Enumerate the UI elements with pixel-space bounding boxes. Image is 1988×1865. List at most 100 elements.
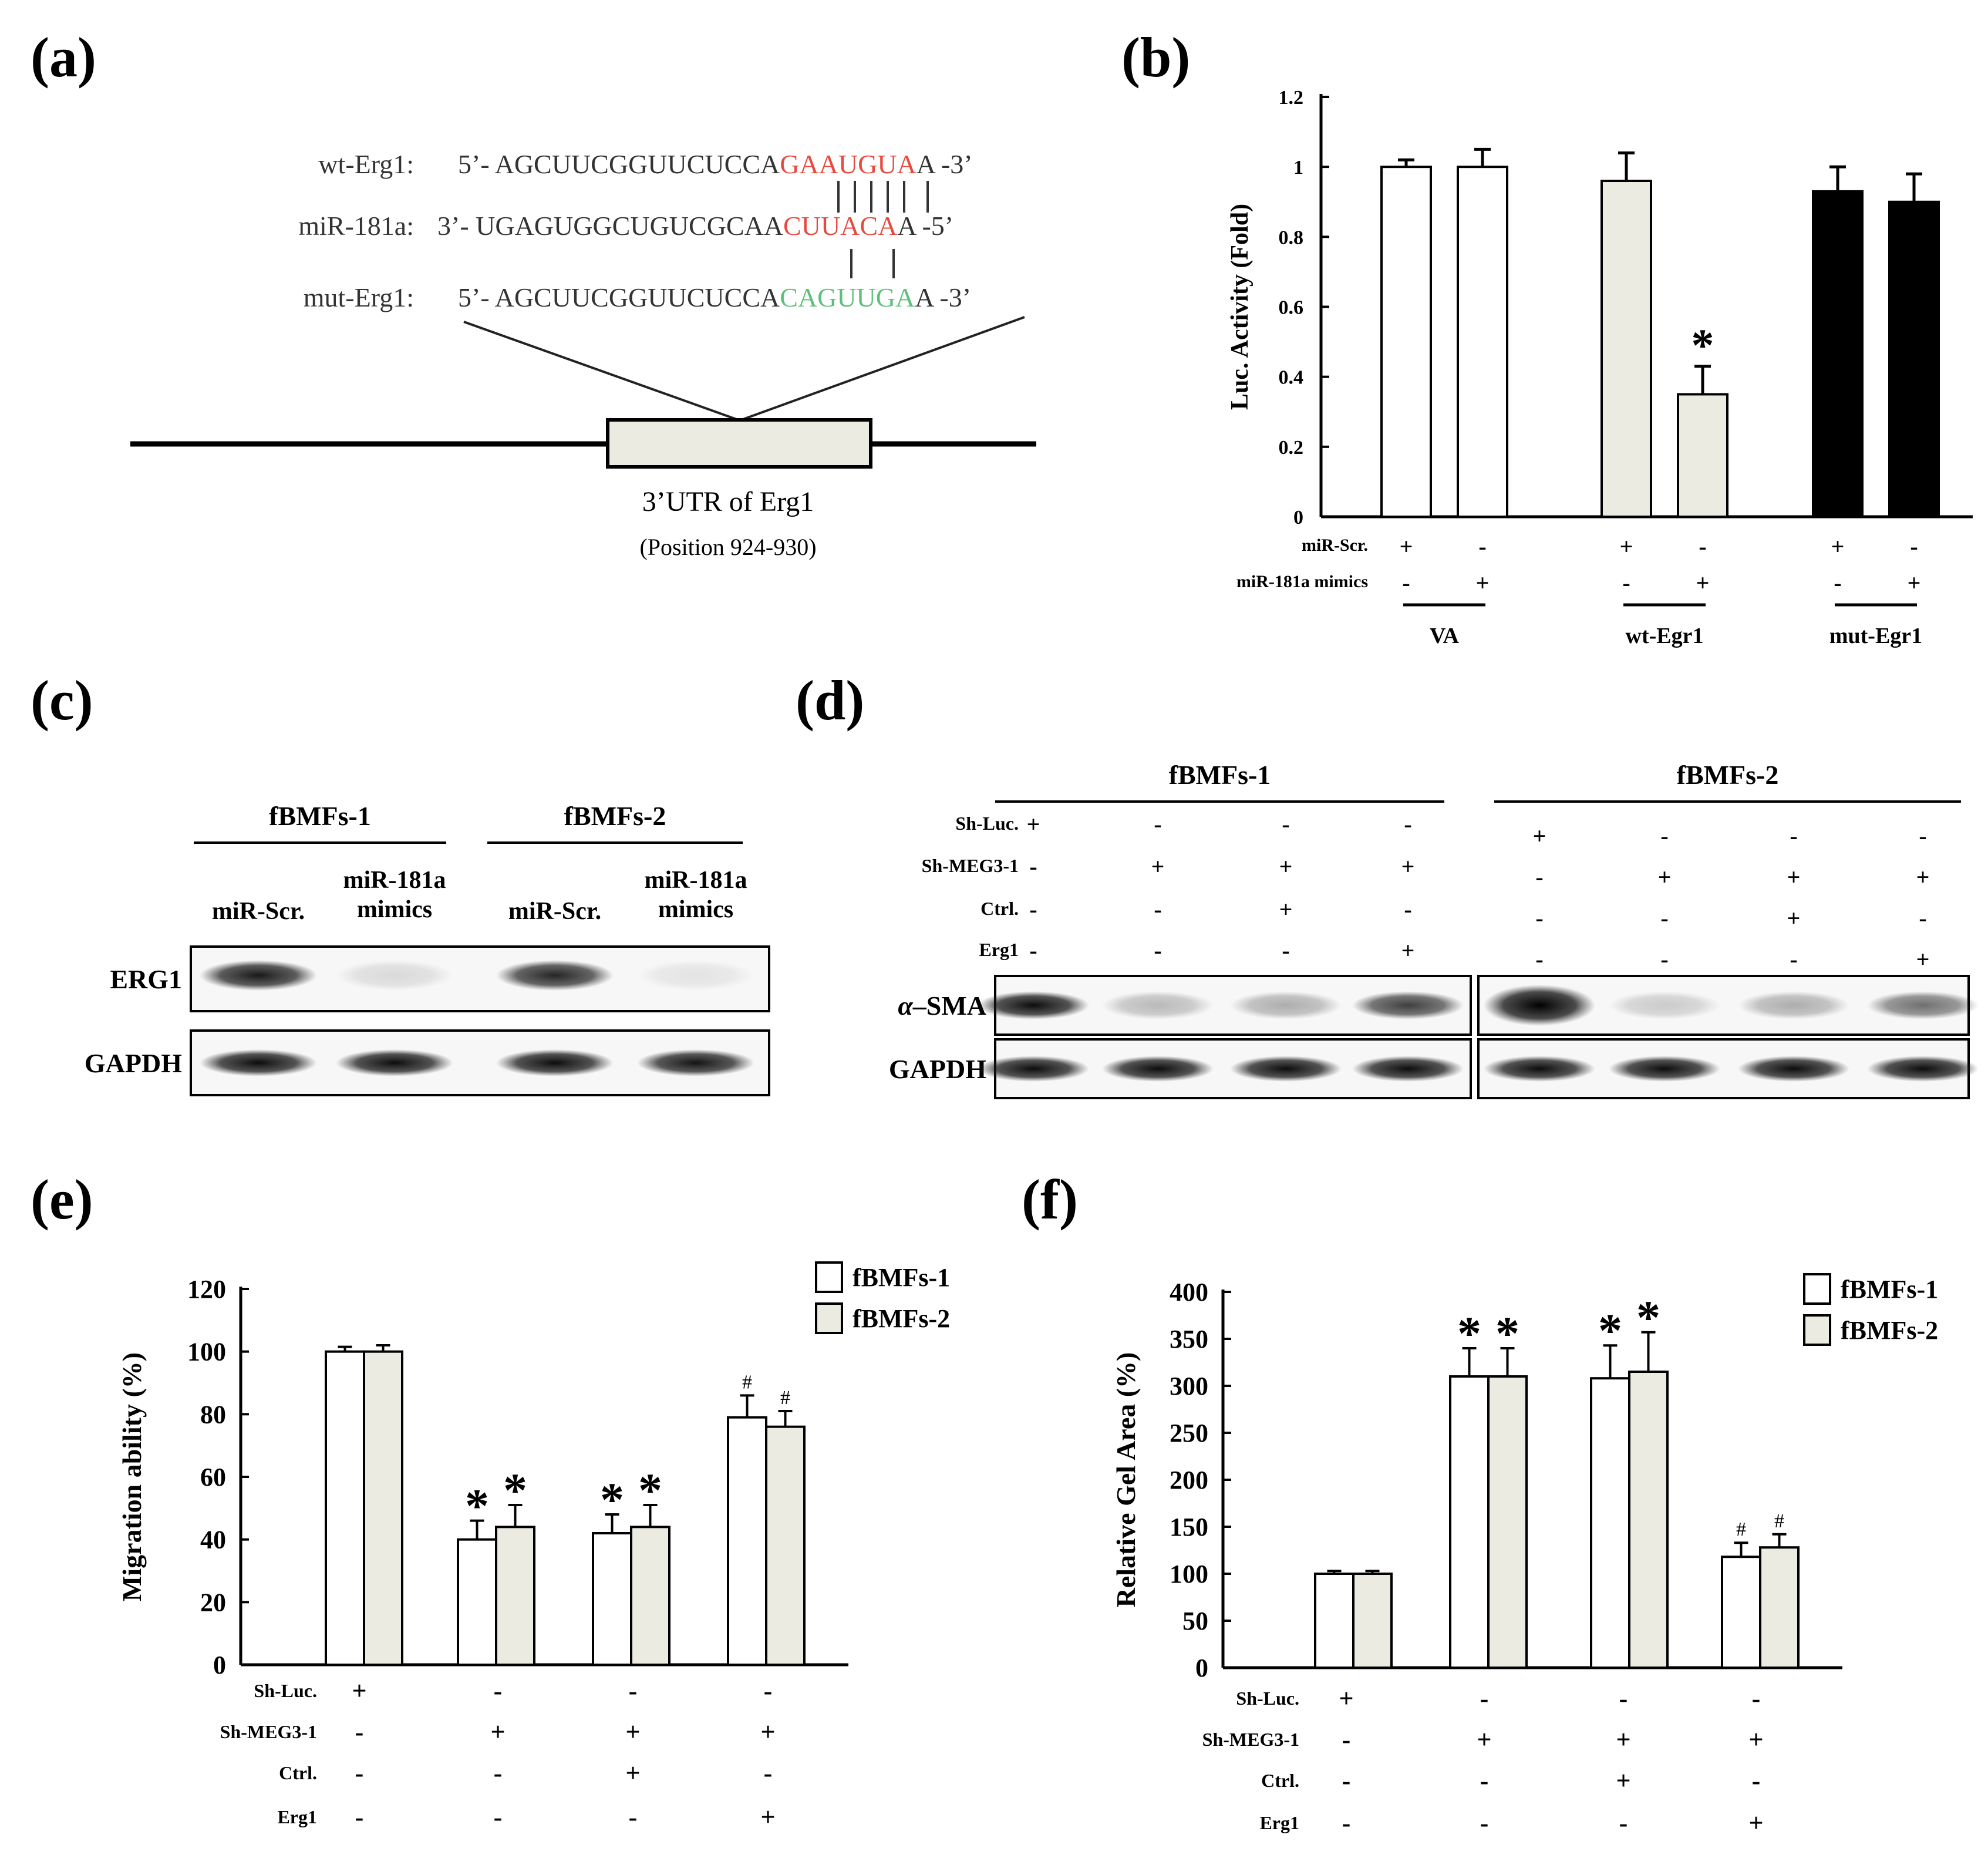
condition-sign: + (1477, 1725, 1491, 1754)
blot-band (336, 960, 453, 991)
condition-sign: - (1342, 1725, 1351, 1754)
blot-band (1484, 985, 1595, 1026)
panel-label-f: (f) (1022, 1168, 1078, 1231)
condition-sign: - (1660, 946, 1668, 972)
condition-sign: - (1342, 1809, 1351, 1837)
condition-sign: + (1658, 864, 1672, 890)
seq-name-wt: wt-Erg1: (318, 149, 414, 179)
condition-sign: - (1154, 811, 1161, 837)
seq-prefix: 5’- (458, 282, 495, 312)
seq-body: AGCUUCGGUUCUCCA (495, 149, 780, 179)
condition-sign: + (1616, 1725, 1630, 1754)
legend-label: fBMFs-1 (1841, 1275, 1938, 1304)
significance-mark: * (1636, 1291, 1660, 1344)
condition-sign: - (1480, 1809, 1489, 1837)
condition-sign: - (1619, 1809, 1628, 1837)
condition-sign: + (1831, 533, 1845, 560)
legend-swatch (1803, 1273, 1831, 1305)
y-tick-label: 0 (213, 1651, 226, 1679)
utr-label: 3’UTR of Erg1 (642, 486, 814, 517)
condition-sign: + (1279, 853, 1293, 880)
condition-sign: - (764, 1677, 773, 1705)
condition-sign: - (629, 1677, 638, 1705)
significance-mark: # (1774, 1510, 1784, 1532)
condition-sign: - (1752, 1684, 1761, 1713)
condition-sign: - (1029, 853, 1037, 880)
condition-sign: - (1699, 533, 1706, 560)
condition-sign: - (1535, 905, 1543, 931)
condition-sign: - (1478, 533, 1486, 560)
seq-row-mir: 3’- UGAGUGGCUGUCGCAACUUACAA -5’ (437, 211, 953, 241)
significance-mark: * (465, 1479, 489, 1533)
bar (1352, 1573, 1393, 1669)
condition-label: miR-181a mimics (1236, 572, 1368, 591)
lane-label: miR-Scr. (212, 898, 305, 925)
y-tick-label: 1 (1293, 157, 1303, 179)
panel-f-gel-area-chart: 0 50 100 150 200 250 300 350 400 Relative Gel Are… (1111, 1273, 1938, 1837)
bar (457, 1538, 497, 1666)
condition-sign: - (355, 1759, 364, 1787)
blot-band (200, 960, 317, 991)
group-label: fBMFs-1 (269, 801, 371, 831)
y-tick-label: 0 (1293, 507, 1303, 528)
bar (1380, 166, 1432, 518)
bar (1590, 1377, 1630, 1669)
condition-sign: + (490, 1718, 505, 1746)
condition-sign: + (1401, 853, 1415, 880)
pairing-ticks (837, 181, 929, 278)
y-tick-label: 0.2 (1279, 437, 1304, 459)
condition-sign: + (1787, 905, 1801, 931)
seq-name-mir: miR-181a: (298, 211, 414, 241)
y-tick-label: 120 (187, 1275, 226, 1304)
significance-mark: * (1692, 319, 1714, 371)
y-axis-title: Relative Gel Area (%) (1111, 1352, 1141, 1608)
panel-label-c: (c) (31, 669, 93, 732)
condition-sign: - (1790, 823, 1797, 849)
condition-sign: - (1154, 896, 1161, 923)
panel-label-d: (d) (796, 669, 865, 732)
y-tick-label: 20 (200, 1588, 226, 1617)
condition-sign: - (1029, 896, 1037, 923)
group-label: fBMFs-2 (1677, 760, 1779, 790)
blot-label: GAPDH (85, 1048, 182, 1078)
condition-sign: + (1620, 533, 1633, 560)
condition-sign: - (1919, 823, 1926, 849)
significance-mark: * (1457, 1307, 1481, 1360)
condition-sign: + (1908, 570, 1921, 596)
blot-band (1867, 1056, 1979, 1082)
seq-tail: A -5’ (897, 211, 953, 241)
condition-sign: + (625, 1759, 640, 1787)
significance-mark: * (1495, 1307, 1519, 1360)
bar (592, 1532, 632, 1666)
condition-sign: + (1916, 946, 1930, 972)
condition-label: Ctrl. (279, 1762, 317, 1783)
condition-sign: + (760, 1718, 775, 1746)
bar (1759, 1546, 1800, 1669)
bar (1628, 1371, 1669, 1669)
bar (1314, 1573, 1354, 1669)
lane-label: miR-181a (343, 867, 446, 894)
condition-sign: + (1151, 853, 1165, 880)
condition-label: Sh-MEG3-1 (1202, 1729, 1299, 1750)
condition-sign: + (1748, 1725, 1763, 1754)
condition-label: Erg1 (277, 1806, 317, 1827)
blot-band (637, 960, 754, 991)
y-tick-label: 400 (1170, 1278, 1208, 1307)
significance-mark: # (780, 1387, 790, 1409)
condition-sign: - (1622, 570, 1630, 596)
bar (1677, 393, 1728, 518)
bar (1888, 200, 1940, 518)
blot-band (1102, 991, 1214, 1019)
panel-b-luciferase-chart: 0 0.2 0.4 0.6 0.8 1 1.2 Luc. Activity (Fold) * mi… (1227, 87, 1973, 648)
lane-label: mimics (658, 896, 733, 923)
group-label: wt-Egr1 (1626, 624, 1704, 648)
seq-site: GAAUGUA (780, 149, 916, 179)
condition-label: Sh-MEG3-1 (922, 855, 1019, 876)
significance-mark: * (638, 1463, 662, 1517)
significance-mark: * (600, 1473, 624, 1526)
condition-sign: - (1480, 1766, 1489, 1795)
condition-sign: - (1834, 570, 1841, 596)
utr-box (606, 418, 872, 469)
condition-sign: - (1402, 570, 1410, 596)
condition-label: miR-Scr. (1302, 536, 1368, 555)
